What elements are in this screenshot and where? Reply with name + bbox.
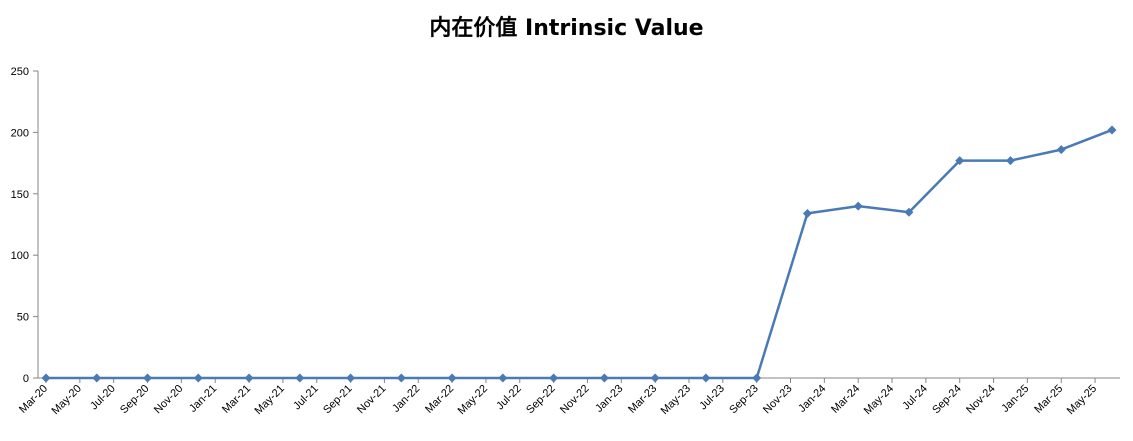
- y-tick-label: 0: [23, 373, 29, 385]
- data-point-marker: [802, 208, 812, 218]
- x-tick-label: Sep-22: [524, 383, 558, 417]
- data-point-marker: [193, 373, 203, 383]
- data-point-marker: [244, 373, 254, 383]
- x-tick-label: Jul-23: [697, 383, 727, 413]
- chart-title: 内在价值 Intrinsic Value: [429, 16, 704, 41]
- data-point-marker: [295, 373, 305, 383]
- y-tick-label: 50: [17, 312, 29, 324]
- x-tick-label: Nov-20: [152, 383, 186, 417]
- series-line: [46, 128, 1113, 380]
- x-tick-label: Jan-25: [999, 383, 1031, 415]
- y-tick-label: 250: [11, 66, 29, 78]
- x-axis-tick-labels: Mar-20 May-20 Jul-20 Sep-20 Nov-20 Jan-21 Mar-…: [17, 383, 1099, 417]
- x-tick-label: Nov-21: [355, 383, 389, 417]
- x-tick-label: Jan-22: [390, 383, 422, 415]
- y-tick-label: 150: [11, 189, 29, 201]
- data-point-marker: [955, 156, 965, 166]
- data-point-marker: [1056, 145, 1066, 155]
- x-tick-label: Mar-23: [626, 383, 659, 416]
- data-point-marker: [599, 373, 609, 383]
- data-point-marker: [92, 373, 102, 383]
- x-tick-label: May-23: [659, 383, 693, 417]
- x-tick-label: Sep-24: [930, 383, 964, 417]
- data-point-marker: [1005, 156, 1015, 166]
- data-point-marker: [701, 373, 711, 383]
- x-tick-label: Nov-24: [964, 383, 998, 417]
- x-tick-label: Jul-21: [291, 383, 321, 413]
- x-tick-label: Jul-24: [900, 383, 930, 413]
- x-tick-label: Sep-21: [321, 383, 355, 417]
- x-tick-label: Mar-22: [423, 383, 456, 416]
- x-tick-label: Mar-25: [1032, 383, 1065, 416]
- x-tick-label: Nov-23: [761, 383, 795, 417]
- y-tick-label: 100: [11, 250, 29, 262]
- data-point-marker: [447, 373, 457, 383]
- x-tick-label: Mar-24: [829, 383, 862, 416]
- data-point-marker: [1107, 125, 1117, 135]
- data-point-marker: [41, 373, 51, 383]
- data-point-marker: [143, 373, 153, 383]
- data-point-marker: [853, 201, 863, 211]
- x-tick-label: May-22: [456, 383, 490, 417]
- x-tick-label: Jan-23: [593, 383, 625, 415]
- x-tick-label: May-24: [862, 383, 896, 417]
- x-tick-label: Jul-22: [494, 383, 524, 413]
- y-tick-label: 200: [11, 127, 29, 139]
- data-point-marker: [549, 373, 559, 383]
- data-point-marker: [396, 373, 406, 383]
- x-tick-label: Mar-20: [17, 383, 50, 416]
- x-tick-label: Jan-24: [796, 383, 828, 415]
- x-tick-label: Sep-20: [118, 383, 152, 417]
- x-tick-label: Jul-20: [88, 383, 118, 413]
- data-point-marker: [904, 207, 914, 217]
- x-tick-label: May-20: [50, 383, 84, 417]
- y-axis-tick-labels: 0 50 100 150 200 250: [11, 66, 29, 385]
- x-tick-label: Sep-23: [727, 383, 761, 417]
- chart-axes: [33, 70, 1120, 383]
- data-point-marker: [346, 373, 356, 383]
- data-point-marker: [650, 373, 660, 383]
- series-group: [41, 125, 1117, 383]
- x-tick-label: Jan-21: [187, 383, 219, 415]
- x-tick-label: Nov-22: [558, 383, 592, 417]
- x-tick-label: May-25: [1065, 383, 1099, 417]
- x-tick-label: Mar-21: [220, 383, 253, 416]
- data-point-marker: [498, 373, 508, 383]
- x-tick-label: May-21: [253, 383, 287, 417]
- data-point-marker: [752, 373, 762, 383]
